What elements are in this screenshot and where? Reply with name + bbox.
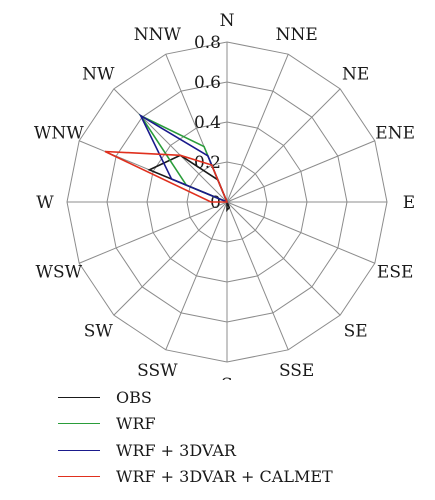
legend-swatch-wrf xyxy=(58,423,100,425)
legend-label-wrf-3dvar: WRF + 3DVAR xyxy=(116,440,236,460)
radial-tick-label-4: 0.8 xyxy=(194,33,221,53)
direction-label-ssw: SSW xyxy=(137,361,178,380)
radial-tick-label-0: 0 xyxy=(210,193,221,213)
legend: OBS WRF WRF + 3DVAR WRF + 3DVAR + CALMET xyxy=(58,384,333,490)
spoke-ese xyxy=(226,201,376,264)
direction-label-ene: ENE xyxy=(375,123,415,143)
direction-label-e: E xyxy=(403,193,415,213)
spoke-ene xyxy=(226,140,376,203)
spoke-ssw xyxy=(165,201,228,351)
direction-label-wnw: WNW xyxy=(34,123,84,143)
legend-swatch-obs xyxy=(58,396,100,398)
spoke-nw xyxy=(113,88,228,203)
direction-label-nw: NW xyxy=(82,64,115,84)
legend-label-wrf: WRF xyxy=(116,414,156,434)
radial-tick-label-2: 0.4 xyxy=(194,113,221,133)
direction-label-se: SE xyxy=(344,322,368,342)
direction-label-w: W xyxy=(36,193,54,213)
spoke-se xyxy=(226,201,341,316)
legend-label-wrf-3dvar-calmet: WRF + 3DVAR + CALMET xyxy=(116,467,333,487)
wind-rose-chart: NNNENEENEEESESESSESSSWSWWSWWWNWNWNNW00.2… xyxy=(34,11,415,380)
legend-item-wrf-3dvar: WRF + 3DVAR xyxy=(58,437,333,464)
direction-label-ese: ESE xyxy=(377,263,413,283)
legend-label-obs: OBS xyxy=(116,387,152,407)
direction-label-nnw: NNW xyxy=(134,25,182,45)
legend-item-wrf: WRF xyxy=(58,411,333,438)
direction-label-sse: SSE xyxy=(279,361,314,380)
spoke-sse xyxy=(226,201,289,351)
legend-swatch-wrf-3dvar xyxy=(58,449,100,451)
direction-label-nne: NNE xyxy=(276,25,318,45)
direction-label-ne: NE xyxy=(342,64,369,84)
direction-label-wsw: WSW xyxy=(36,263,83,283)
direction-label-n: N xyxy=(220,11,235,31)
spoke-ne xyxy=(226,88,341,203)
legend-item-obs: OBS xyxy=(58,384,333,411)
direction-label-sw: SW xyxy=(84,322,114,342)
direction-label-s: S xyxy=(221,375,233,380)
legend-swatch-wrf-3dvar-calmet xyxy=(58,476,100,478)
radial-tick-label-3: 0.6 xyxy=(194,73,221,93)
legend-item-wrf-3dvar-calmet: WRF + 3DVAR + CALMET xyxy=(58,464,333,491)
spoke-sw xyxy=(113,201,228,316)
spoke-wsw xyxy=(78,201,228,264)
series-line-3 xyxy=(104,150,229,203)
spoke-nne xyxy=(226,53,289,203)
